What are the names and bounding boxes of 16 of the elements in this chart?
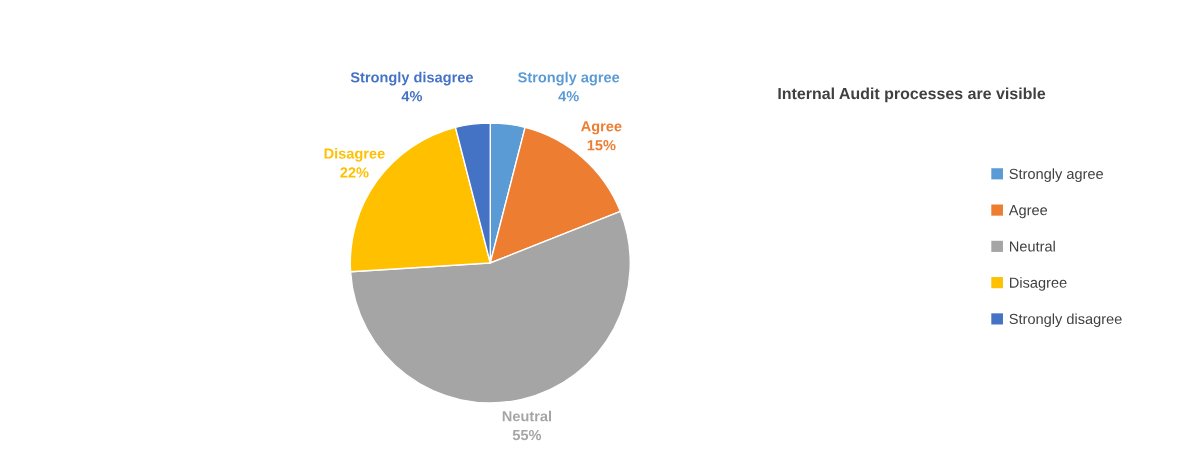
legend-label: Strongly disagree <box>1009 313 1122 328</box>
slice-label: Agree <box>581 121 622 135</box>
data-label: 4% <box>401 91 423 102</box>
data-label: 55% <box>512 429 542 441</box>
data-label: 4% <box>558 91 579 102</box>
text: Internal Audit processes are visible <box>778 87 1046 103</box>
data-label: 15% <box>587 140 616 151</box>
legend-label: Strongly agree <box>1009 168 1104 182</box>
slice-label: Neutral <box>502 410 552 422</box>
data-label: 22% <box>340 167 369 178</box>
slice-label: Strongly agree <box>518 71 620 86</box>
legend-label: Disagree <box>1010 277 1067 291</box>
slice-label: Disagree <box>324 147 385 162</box>
legend-label: Agree <box>1008 205 1048 219</box>
legend-label: Neutral <box>1010 240 1055 252</box>
slice-label: Strongly disagree <box>350 71 473 86</box>
